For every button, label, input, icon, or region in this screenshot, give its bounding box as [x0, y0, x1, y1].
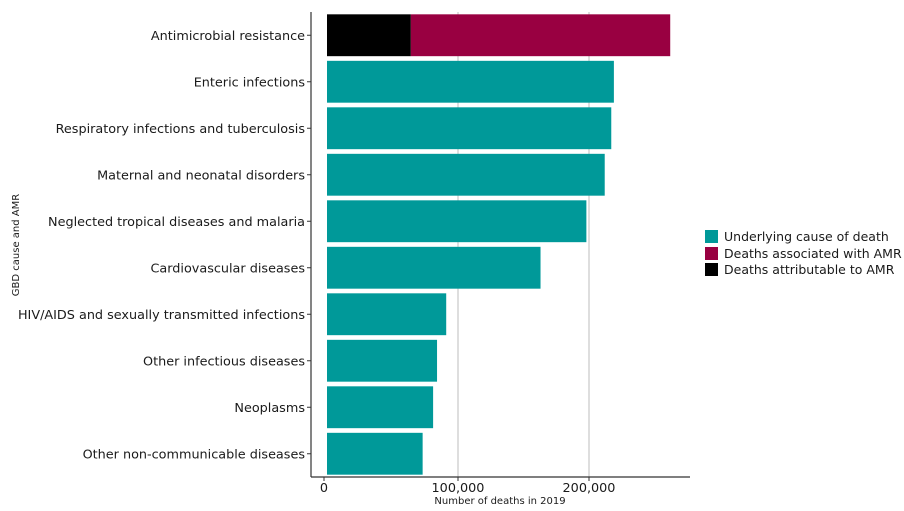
- legend-swatch-associated: [705, 246, 718, 260]
- legend: Underlying cause of death Deaths associa…: [705, 229, 902, 279]
- y-tick-label-0: Antimicrobial resistance: [151, 29, 305, 44]
- bar-2-s2: [327, 107, 612, 150]
- y-tick-label-5: Cardiovascular diseases: [150, 261, 305, 276]
- bar-3-s2: [327, 153, 605, 196]
- y-tick-label-1: Enteric infections: [194, 75, 306, 90]
- y-axis-title: GBD cause and AMR: [11, 194, 22, 296]
- legend-label-attributable: Deaths attributable to AMR: [724, 262, 895, 277]
- bar-4-s2: [327, 200, 587, 243]
- bar-7-s2: [327, 339, 438, 382]
- x-axis-title: Number of deaths in 2019: [434, 496, 565, 506]
- bar-0-s0: [327, 14, 411, 57]
- bar-9-s2: [327, 432, 423, 475]
- y-tick-label-3: Maternal and neonatal disorders: [97, 168, 305, 183]
- legend-label-underlying: Underlying cause of death: [724, 229, 889, 244]
- y-tick-label-9: Other non-communicable diseases: [83, 447, 306, 462]
- legend-swatch-attributable: [705, 263, 718, 276]
- bar-0-s1: [410, 14, 671, 57]
- bar-8-s2: [327, 386, 434, 429]
- bar-1-s2: [327, 60, 614, 103]
- legend-item-underlying: Underlying cause of death: [705, 229, 902, 244]
- y-tick-label-8: Neoplasms: [234, 401, 305, 416]
- y-tick-label-2: Respiratory infections and tuberculosis: [56, 122, 306, 137]
- x-tick-label-2: 200,000: [563, 481, 616, 496]
- x-tick-label-0: 0: [320, 481, 328, 496]
- legend-label-associated: Deaths associated with AMR: [724, 245, 902, 261]
- x-tick-label-1: 100,000: [432, 481, 485, 496]
- legend-swatch-underlying: [705, 230, 718, 243]
- bar-5-s2: [327, 246, 541, 289]
- bar-6-s2: [327, 293, 447, 336]
- legend-item-attributable: Deaths attributable to AMR: [705, 262, 902, 277]
- y-tick-label-4: Neglected tropical diseases and malaria: [48, 215, 305, 230]
- y-tick-label-7: Other infectious diseases: [143, 354, 305, 369]
- y-tick-label-6: HIV/AIDS and sexually transmitted infect…: [18, 308, 305, 323]
- legend-item-associated: Deaths associated with AMR: [705, 246, 902, 261]
